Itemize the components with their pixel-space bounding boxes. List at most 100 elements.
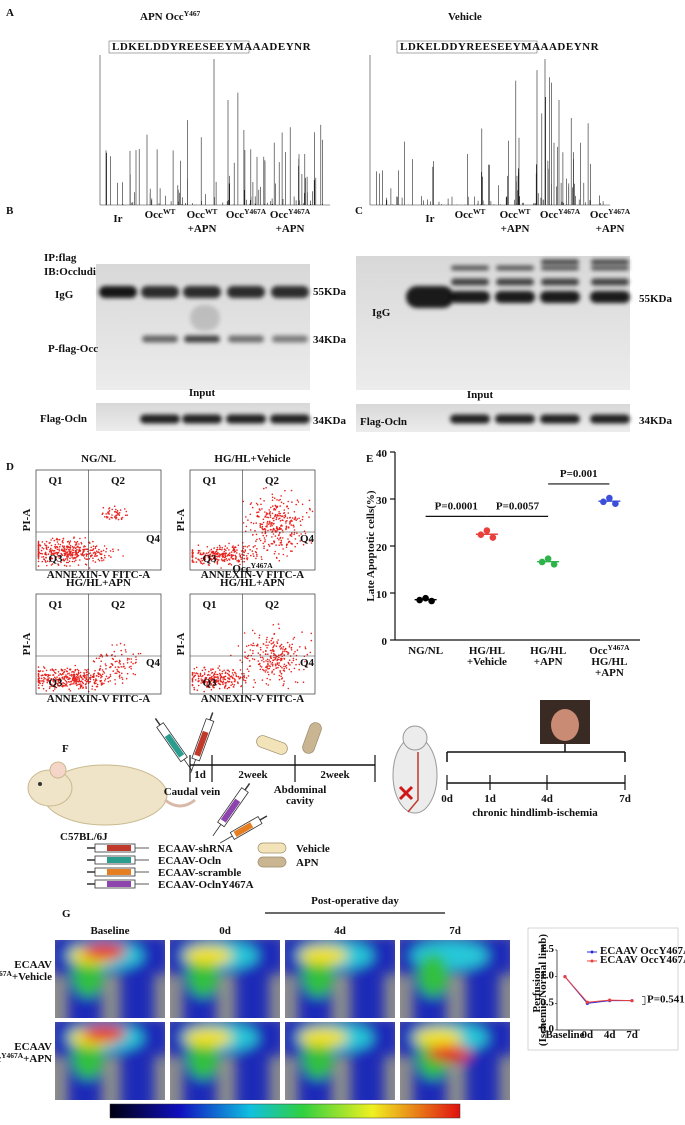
lane-label: OccY467A	[270, 207, 311, 222]
flow-event	[50, 539, 52, 541]
leg	[121, 1045, 154, 1100]
flow-event	[262, 658, 265, 660]
flow-event	[102, 506, 105, 509]
flow-event	[251, 629, 254, 632]
flow-event	[207, 680, 210, 683]
flow-event	[130, 665, 132, 668]
flow-event	[219, 546, 221, 548]
flow-event	[236, 552, 238, 554]
flow-event	[283, 683, 285, 685]
flow-event	[234, 557, 237, 559]
blot-band	[184, 335, 220, 343]
quadrant-label: Q3	[49, 553, 64, 565]
flow-event	[64, 548, 66, 551]
flow-event	[61, 541, 64, 543]
data-point	[477, 531, 485, 539]
flow-event	[134, 662, 137, 664]
text-span: Q1	[49, 599, 63, 611]
syringe	[190, 712, 215, 773]
flow-event	[268, 665, 270, 667]
blot-band	[183, 286, 221, 298]
text-span: Q2	[265, 599, 280, 611]
text-span: Perfusion	[531, 967, 543, 1012]
flow-event	[290, 535, 293, 537]
blot-band	[406, 286, 454, 308]
flow-event	[310, 639, 313, 642]
flow-event	[290, 550, 292, 552]
flow-event	[117, 670, 120, 673]
flow-event	[280, 658, 282, 660]
flow-event	[191, 550, 194, 552]
flow-event	[195, 557, 197, 559]
flow-event	[66, 541, 69, 543]
flow-event	[42, 670, 44, 672]
flow-event	[272, 646, 274, 649]
flow-event	[95, 550, 98, 552]
flow-event	[86, 676, 88, 678]
flow-event	[278, 559, 281, 562]
flow-event	[210, 548, 213, 551]
legend-capsule	[257, 856, 287, 868]
flow-event	[265, 644, 267, 647]
text-span: Q2	[111, 599, 126, 611]
flow-event	[283, 654, 286, 657]
flow-event	[93, 681, 96, 684]
flow-event	[214, 557, 217, 560]
flow-event	[123, 644, 126, 646]
flow-event	[281, 667, 283, 669]
flow-event	[115, 516, 118, 518]
flow-event	[216, 546, 219, 549]
flow-event	[84, 537, 86, 539]
flow-event	[226, 669, 229, 672]
flow-event	[37, 679, 40, 681]
flow-event	[249, 649, 252, 651]
flow-event	[124, 649, 127, 651]
quadrant-label: Q4	[146, 657, 161, 669]
lane-label: +APN	[596, 223, 625, 235]
flow-event	[293, 518, 296, 520]
flow-event	[37, 684, 40, 686]
flow-event	[120, 666, 123, 668]
flow-event	[232, 677, 234, 680]
flow-event	[98, 657, 100, 660]
flow-event	[58, 538, 61, 541]
flow-event	[291, 520, 293, 522]
flow-event	[275, 514, 277, 517]
text-span: 34KDa	[313, 415, 347, 427]
flow-event	[245, 516, 247, 518]
flow-event	[61, 548, 63, 550]
flow-event	[214, 671, 217, 673]
flow-event	[211, 675, 213, 678]
flow-event	[296, 681, 299, 684]
flow-event	[281, 529, 284, 532]
perfusion-blur	[55, 1022, 165, 1100]
y-tick-label: 0.0	[540, 1023, 554, 1035]
flow-event	[280, 524, 283, 526]
flow-event	[217, 680, 220, 682]
data-point	[483, 527, 491, 534]
text-span: 40	[376, 448, 388, 460]
flow-event	[66, 682, 68, 684]
flow-event	[265, 514, 268, 516]
flow-event	[209, 676, 211, 679]
quadrant-label: Q1	[203, 475, 217, 487]
flow-event	[37, 546, 40, 549]
flow-event	[290, 670, 293, 673]
flow-event	[265, 486, 267, 489]
flow-event	[193, 561, 195, 563]
flow-event	[60, 561, 62, 564]
flow-event	[74, 547, 77, 550]
flow-event	[122, 663, 125, 665]
flow-event	[37, 678, 40, 680]
flow-event	[93, 555, 96, 557]
text-span: Y467A	[288, 207, 311, 216]
flow-event	[293, 511, 296, 513]
flow-event	[67, 681, 70, 683]
flow-event	[219, 669, 221, 671]
flow-event	[77, 669, 80, 672]
data-point	[428, 597, 435, 605]
flow-event	[287, 687, 290, 690]
flow-event	[278, 553, 280, 555]
flow-event	[272, 624, 275, 626]
text-span: Baseline	[545, 1029, 584, 1041]
